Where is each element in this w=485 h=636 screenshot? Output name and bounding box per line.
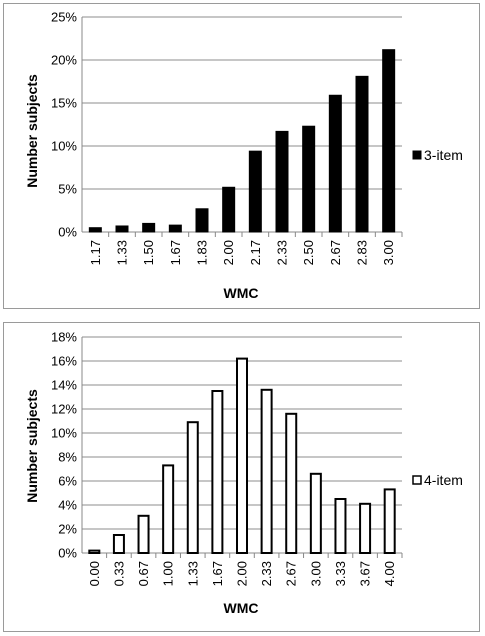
bars [88,49,396,233]
y-tick-label: 2% [58,522,77,537]
bar [88,549,101,555]
bar [115,225,129,233]
x-tick-label: 1.83 [195,240,210,265]
chart-4-item: 0% 2% 4% 6% 8% 10% 12% 14% 16% 18% 0.00 0.33 0.67 1.… [24,330,463,617]
bar [211,390,224,554]
y-tick-label: 10% [51,139,77,154]
y-tick-label: 0% [58,546,77,561]
y-tick-label: 12% [51,402,77,417]
bar [383,488,396,554]
x-tick-label: 1.67 [210,561,225,586]
y-tick-label: 18% [51,330,77,345]
y-tick-label: 15% [51,96,77,111]
bars [88,357,396,555]
bar [328,94,342,233]
chart-panel-3-item: 0% 5% 10% 15% 20% 25% 1.17 1.33 1.50 1.67 1.83 2.0… [3,3,480,309]
bar [355,75,369,233]
y-tick-label: 25% [51,10,77,25]
legend-swatch [412,150,422,160]
bar [359,502,372,555]
x-tick-label: 3.00 [381,240,396,265]
bar [112,534,125,554]
x-tick-label: 2.33 [275,240,290,265]
bar [222,186,236,233]
x-tick-labels: 1.17 1.33 1.50 1.67 1.83 2.00 2.17 2.33 2.50 2.67… [88,240,396,265]
bar [88,227,102,233]
x-tick-label: 0.67 [136,561,151,586]
x-tick-label: 0.33 [111,561,126,586]
bar [382,49,396,233]
gridlines [81,16,403,237]
bar [195,208,209,233]
x-tick-label: 1.33 [115,240,130,265]
legend-label: 4-item [424,472,463,488]
y-tick-label: 6% [58,474,77,489]
chart-panel-4-item: 0% 2% 4% 6% 8% 10% 12% 14% 16% 18% 0.00 0.33 0.67 1.… [3,322,480,632]
bar [260,388,273,554]
y-axis-title: Number subjects [24,74,40,188]
bar [309,472,322,554]
x-tick-label: 1.17 [88,240,103,265]
x-tick-labels: 0.00 0.33 0.67 1.00 1.33 1.67 2.00 2.33 2.67 3.00… [87,561,397,586]
x-tick-label: 2.50 [301,240,316,265]
x-tick-label: 0.00 [87,561,102,586]
bar [285,412,298,554]
y-tick-label: 20% [51,53,77,68]
x-tick-label: 2.83 [355,240,370,265]
y-tick-label: 10% [51,426,77,441]
x-tick-label: 2.33 [259,561,274,586]
x-tick-label: 1.67 [168,240,183,265]
x-tick-label: 2.00 [235,561,250,586]
bar [142,222,156,233]
x-tick-label: 1.33 [185,561,200,586]
chart-3-item: 0% 5% 10% 15% 20% 25% 1.17 1.33 1.50 1.67 1.83 2.0… [24,10,463,302]
x-tick-label: 3.00 [308,561,323,586]
x-axis-title: WMC [224,285,259,301]
x-tick-label: 3.67 [358,561,373,586]
legend-label: 3-item [424,147,463,163]
y-tick-labels: 0% 2% 4% 6% 8% 10% 12% 14% 16% 18% [51,330,77,561]
x-tick-label: 1.50 [141,240,156,265]
y-tick-labels: 0% 5% 10% 15% 20% 25% [51,10,77,240]
y-tick-label: 0% [58,225,77,240]
x-axis-title: WMC [224,600,259,616]
bar [236,357,248,554]
x-tick-label: 2.00 [221,240,236,265]
y-tick-label: 4% [58,498,77,513]
bar [334,498,347,554]
bar [162,464,175,554]
y-axis-title: Number subjects [24,389,40,503]
bar [275,130,289,233]
x-tick-label: 1.00 [161,561,176,586]
y-tick-label: 5% [58,182,77,197]
bar [302,125,316,233]
x-tick-label: 4.00 [382,561,397,586]
bar [168,224,182,233]
y-tick-label: 14% [51,378,77,393]
x-tick-label: 2.17 [248,240,263,265]
legend-swatch [412,475,422,485]
x-tick-label: 2.67 [284,561,299,586]
x-tick-label: 2.67 [328,240,343,265]
y-tick-label: 16% [51,354,77,369]
y-tick-label: 8% [58,450,77,465]
bar [186,421,199,554]
bar [248,150,262,233]
bar [137,514,150,555]
x-tick-label: 3.33 [333,561,348,586]
